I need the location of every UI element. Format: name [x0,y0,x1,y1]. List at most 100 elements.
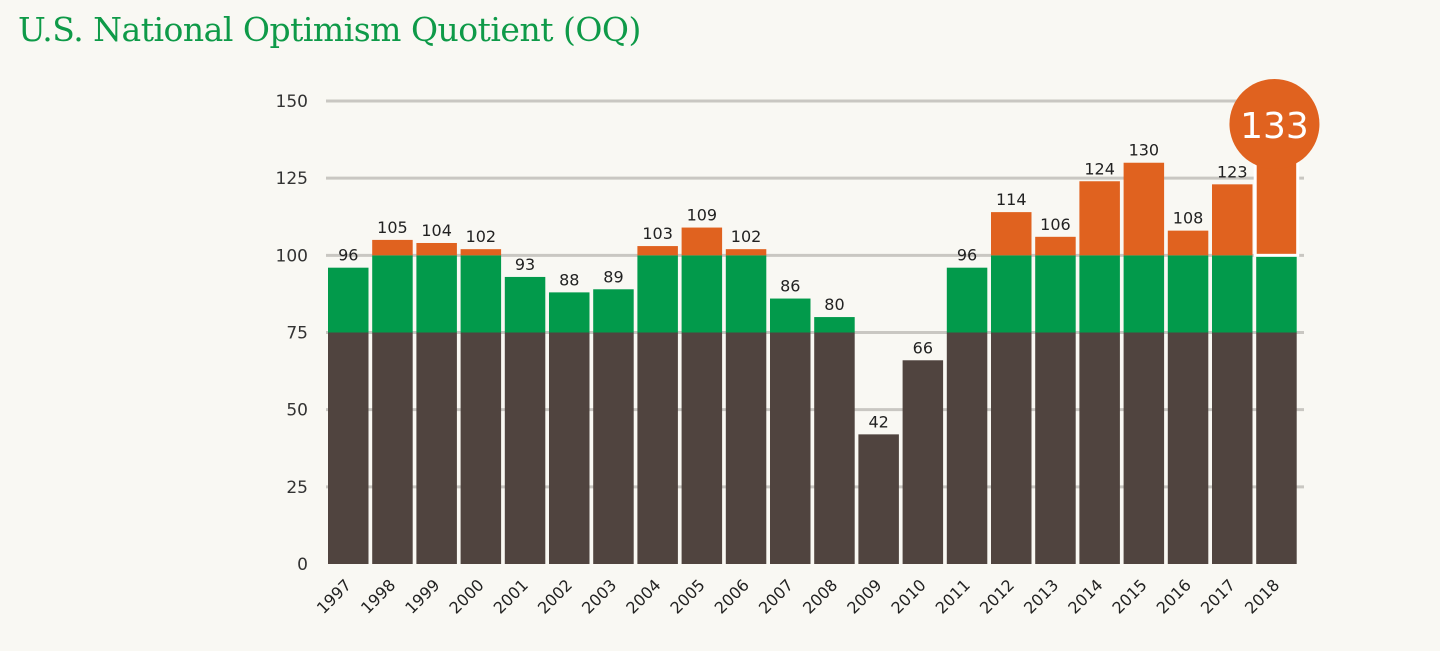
bar-segment-top [372,239,413,256]
x-tick-label: 1999 [401,575,443,617]
x-tick-label: 2013 [1020,575,1062,617]
bar-segment-mid [991,255,1032,333]
y-tick-label: 50 [286,401,308,421]
bar-2001 [504,276,546,564]
data-label: 96 [338,246,358,265]
bar-segment-mid [637,255,678,333]
bar-segment-mid [1035,255,1076,333]
bar-segment-base [946,332,988,564]
bar-segment-mid [946,267,988,333]
bar-2009 [858,434,899,564]
bar-segment-top [725,249,767,256]
x-tick-label: 2016 [1153,575,1195,617]
bar-2014 [1079,181,1120,564]
bar-segment-mid [416,255,457,333]
y-tick-label: 25 [286,478,308,498]
highlight-value-label: 133 [1240,106,1309,147]
x-tick-label: 2008 [799,575,841,617]
bar-segment-base [593,332,634,564]
data-label: 130 [1129,141,1160,160]
bar-segment-mid [1256,255,1297,333]
bar-segment-mid [681,255,723,333]
bar-segment-base [770,332,811,564]
data-label: 109 [687,206,718,225]
bar-segment-base [902,360,944,564]
bar-segment-top [637,246,678,256]
x-tick-label: 2009 [843,575,885,617]
bar-segment-top [1079,181,1120,256]
bar-segment-base [416,332,457,564]
bar-segment-top [416,242,457,256]
bar-2010 [902,360,944,564]
data-label: 89 [603,267,623,286]
bar-1998 [372,239,413,564]
bar-segment-mid [593,289,634,333]
highlight-layer: 133 [1229,79,1320,169]
data-labels: 96 105 104 102 93 88 89 103 109 102 86 80 42 66 96 114 1… [338,141,1247,432]
bar-segment-mid [328,267,369,333]
bar-segment-base [991,332,1032,564]
bar-2015 [1123,162,1165,564]
bar-segment-base [1079,332,1120,564]
bar-segment-top [991,212,1032,256]
x-tick-label: 1998 [357,575,399,617]
x-tick-label: 2002 [534,575,576,617]
x-tick-label: 1997 [313,575,355,617]
data-label: 66 [913,338,933,357]
bar-segment-base [1256,332,1297,564]
x-tick-label: 2007 [755,575,797,617]
data-label: 114 [996,190,1027,209]
bar-2018 [1253,150,1300,564]
bar-2000 [460,249,502,564]
bar-segment-top [1123,162,1165,256]
x-tick-label: 2011 [932,575,974,617]
bar-segment-mid [814,317,855,333]
bar-2016 [1167,230,1209,564]
x-axis-labels: 1997 1998 1999 2000 2001 2002 2003 2004 2005 2006… [313,575,1283,617]
bar-2002 [549,292,590,564]
bar-segment-base [328,332,369,564]
bar-segment-base [1212,332,1253,564]
bar-2011 [946,267,988,564]
bar-segment-base [1123,332,1165,564]
data-label: 86 [780,277,800,296]
data-label: 103 [642,224,673,243]
bar-segment-base [681,332,723,564]
bar-segment-mid [372,255,413,333]
bar-segment-mid [504,276,546,333]
data-label: 102 [466,227,497,246]
bar-segment-base [1035,332,1076,564]
bar-segment-mid [1167,255,1209,333]
bar-segment-top [1167,230,1209,256]
y-tick-label: 75 [286,324,308,344]
y-tick-label: 150 [276,92,308,112]
x-tick-label: 2001 [490,575,532,617]
bar-segment-top [1256,153,1297,256]
x-tick-label: 2014 [1064,575,1106,617]
data-label: 106 [1040,215,1071,234]
bar-segment-base [504,332,546,564]
bar-2003 [593,289,634,564]
x-tick-label: 2018 [1241,575,1283,617]
bar-segment-base [858,434,899,564]
y-tick-label: 0 [297,555,308,575]
x-tick-label: 2005 [666,575,708,617]
bar-segment-mid [460,255,502,333]
bar-segment-mid [549,292,590,333]
bar-2012 [991,212,1032,564]
bar-segment-mid [1123,255,1165,333]
data-label: 88 [559,270,579,289]
x-tick-label: 2012 [976,575,1018,617]
bar-segment-top [460,249,502,256]
bar-2005 [681,227,723,564]
data-label: 108 [1173,209,1204,228]
x-tick-label: 2000 [445,575,487,617]
bar-2004 [637,246,678,564]
y-axis-labels: 0 25 50 75 100 125 150 [276,92,308,575]
bar-1999 [416,242,457,564]
y-tick-label: 125 [276,169,308,189]
bars-layer [328,150,1300,564]
data-label: 124 [1084,159,1115,178]
data-label: 93 [515,255,535,274]
